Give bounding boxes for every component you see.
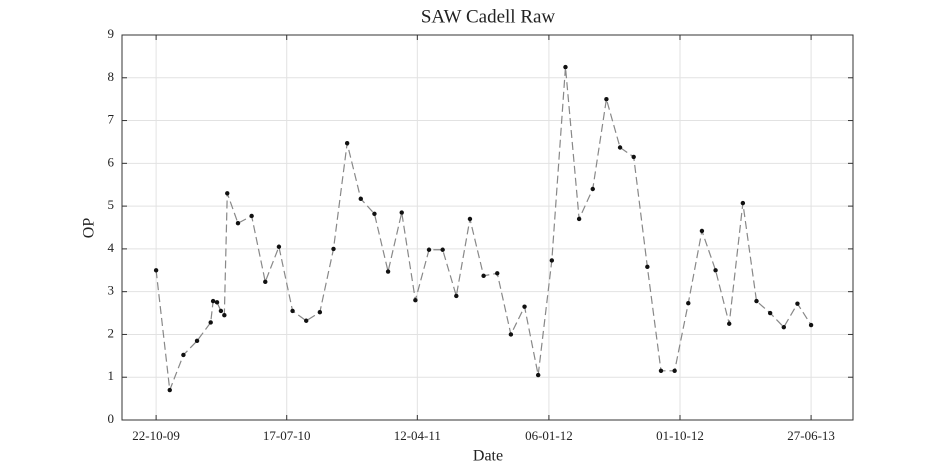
data-point bbox=[740, 200, 746, 206]
data-point bbox=[208, 320, 213, 325]
data-point bbox=[413, 298, 418, 303]
data-point bbox=[181, 352, 186, 358]
y-tick-label: 7 bbox=[108, 112, 115, 127]
data-point bbox=[686, 301, 691, 306]
data-point bbox=[727, 321, 732, 326]
y-axis-label: OP bbox=[81, 218, 98, 239]
data-point bbox=[276, 244, 282, 249]
data-point bbox=[590, 186, 595, 192]
data-point bbox=[344, 141, 350, 146]
data-point bbox=[781, 324, 786, 330]
data-point bbox=[617, 145, 623, 150]
data-point bbox=[426, 247, 432, 252]
y-tick-label: 2 bbox=[108, 325, 115, 340]
data-point bbox=[754, 298, 759, 304]
data-point bbox=[645, 264, 650, 270]
x-tick-label: 27-06-13 bbox=[787, 428, 835, 443]
data-point bbox=[194, 338, 200, 344]
data-point bbox=[713, 268, 718, 273]
data-point bbox=[249, 213, 254, 219]
data-point bbox=[372, 211, 377, 217]
data-point bbox=[153, 268, 159, 273]
y-tick-label: 5 bbox=[108, 197, 115, 212]
x-tick-label: 12-04-11 bbox=[394, 428, 441, 443]
data-point bbox=[495, 271, 500, 276]
data-point bbox=[658, 368, 664, 374]
data-point bbox=[385, 269, 391, 274]
data-point bbox=[672, 368, 677, 374]
data-line bbox=[155, 67, 812, 391]
x-axis-label: Date bbox=[473, 448, 503, 465]
data-point bbox=[481, 273, 486, 279]
data-point bbox=[808, 322, 814, 328]
data-point bbox=[440, 247, 445, 252]
data-point bbox=[563, 64, 568, 70]
data-point bbox=[358, 196, 363, 202]
x-tick-label: 22-10-09 bbox=[132, 428, 180, 443]
data-point bbox=[167, 387, 172, 393]
data-point bbox=[631, 154, 636, 160]
data-point bbox=[222, 312, 227, 318]
data-point bbox=[699, 228, 705, 234]
data-point bbox=[304, 318, 309, 323]
y-tick-label: 4 bbox=[108, 240, 115, 255]
data-point bbox=[467, 216, 473, 222]
data-point bbox=[317, 310, 323, 315]
data-point bbox=[549, 258, 555, 263]
y-tick-label: 8 bbox=[108, 69, 115, 84]
chart-title: SAW Cadell Raw bbox=[421, 6, 556, 27]
y-tick-label: 3 bbox=[108, 283, 115, 298]
data-point bbox=[454, 293, 459, 299]
data-point bbox=[263, 279, 268, 285]
y-tick-label: 1 bbox=[108, 368, 115, 383]
data-point bbox=[576, 216, 582, 222]
x-tick-label: 06-01-12 bbox=[525, 428, 573, 443]
data-point bbox=[331, 246, 336, 252]
data-point bbox=[508, 332, 514, 337]
data-point bbox=[767, 310, 773, 316]
data-point bbox=[535, 372, 541, 378]
data-point bbox=[235, 221, 241, 226]
data-point bbox=[218, 308, 224, 314]
plot-frame bbox=[121, 34, 854, 421]
data-point bbox=[399, 210, 404, 215]
data-point bbox=[214, 300, 220, 305]
x-tick-label: 17-07-10 bbox=[263, 428, 311, 443]
data-point bbox=[604, 96, 609, 102]
y-tick-label: 9 bbox=[108, 26, 115, 41]
data-point bbox=[290, 308, 295, 314]
data-point bbox=[522, 304, 527, 309]
y-tick-label: 6 bbox=[108, 154, 115, 169]
data-point bbox=[795, 301, 800, 306]
x-tick-label: 01-10-12 bbox=[656, 428, 704, 443]
data-point bbox=[225, 191, 230, 196]
y-tick-label: 0 bbox=[108, 411, 115, 426]
data-point bbox=[210, 298, 216, 304]
